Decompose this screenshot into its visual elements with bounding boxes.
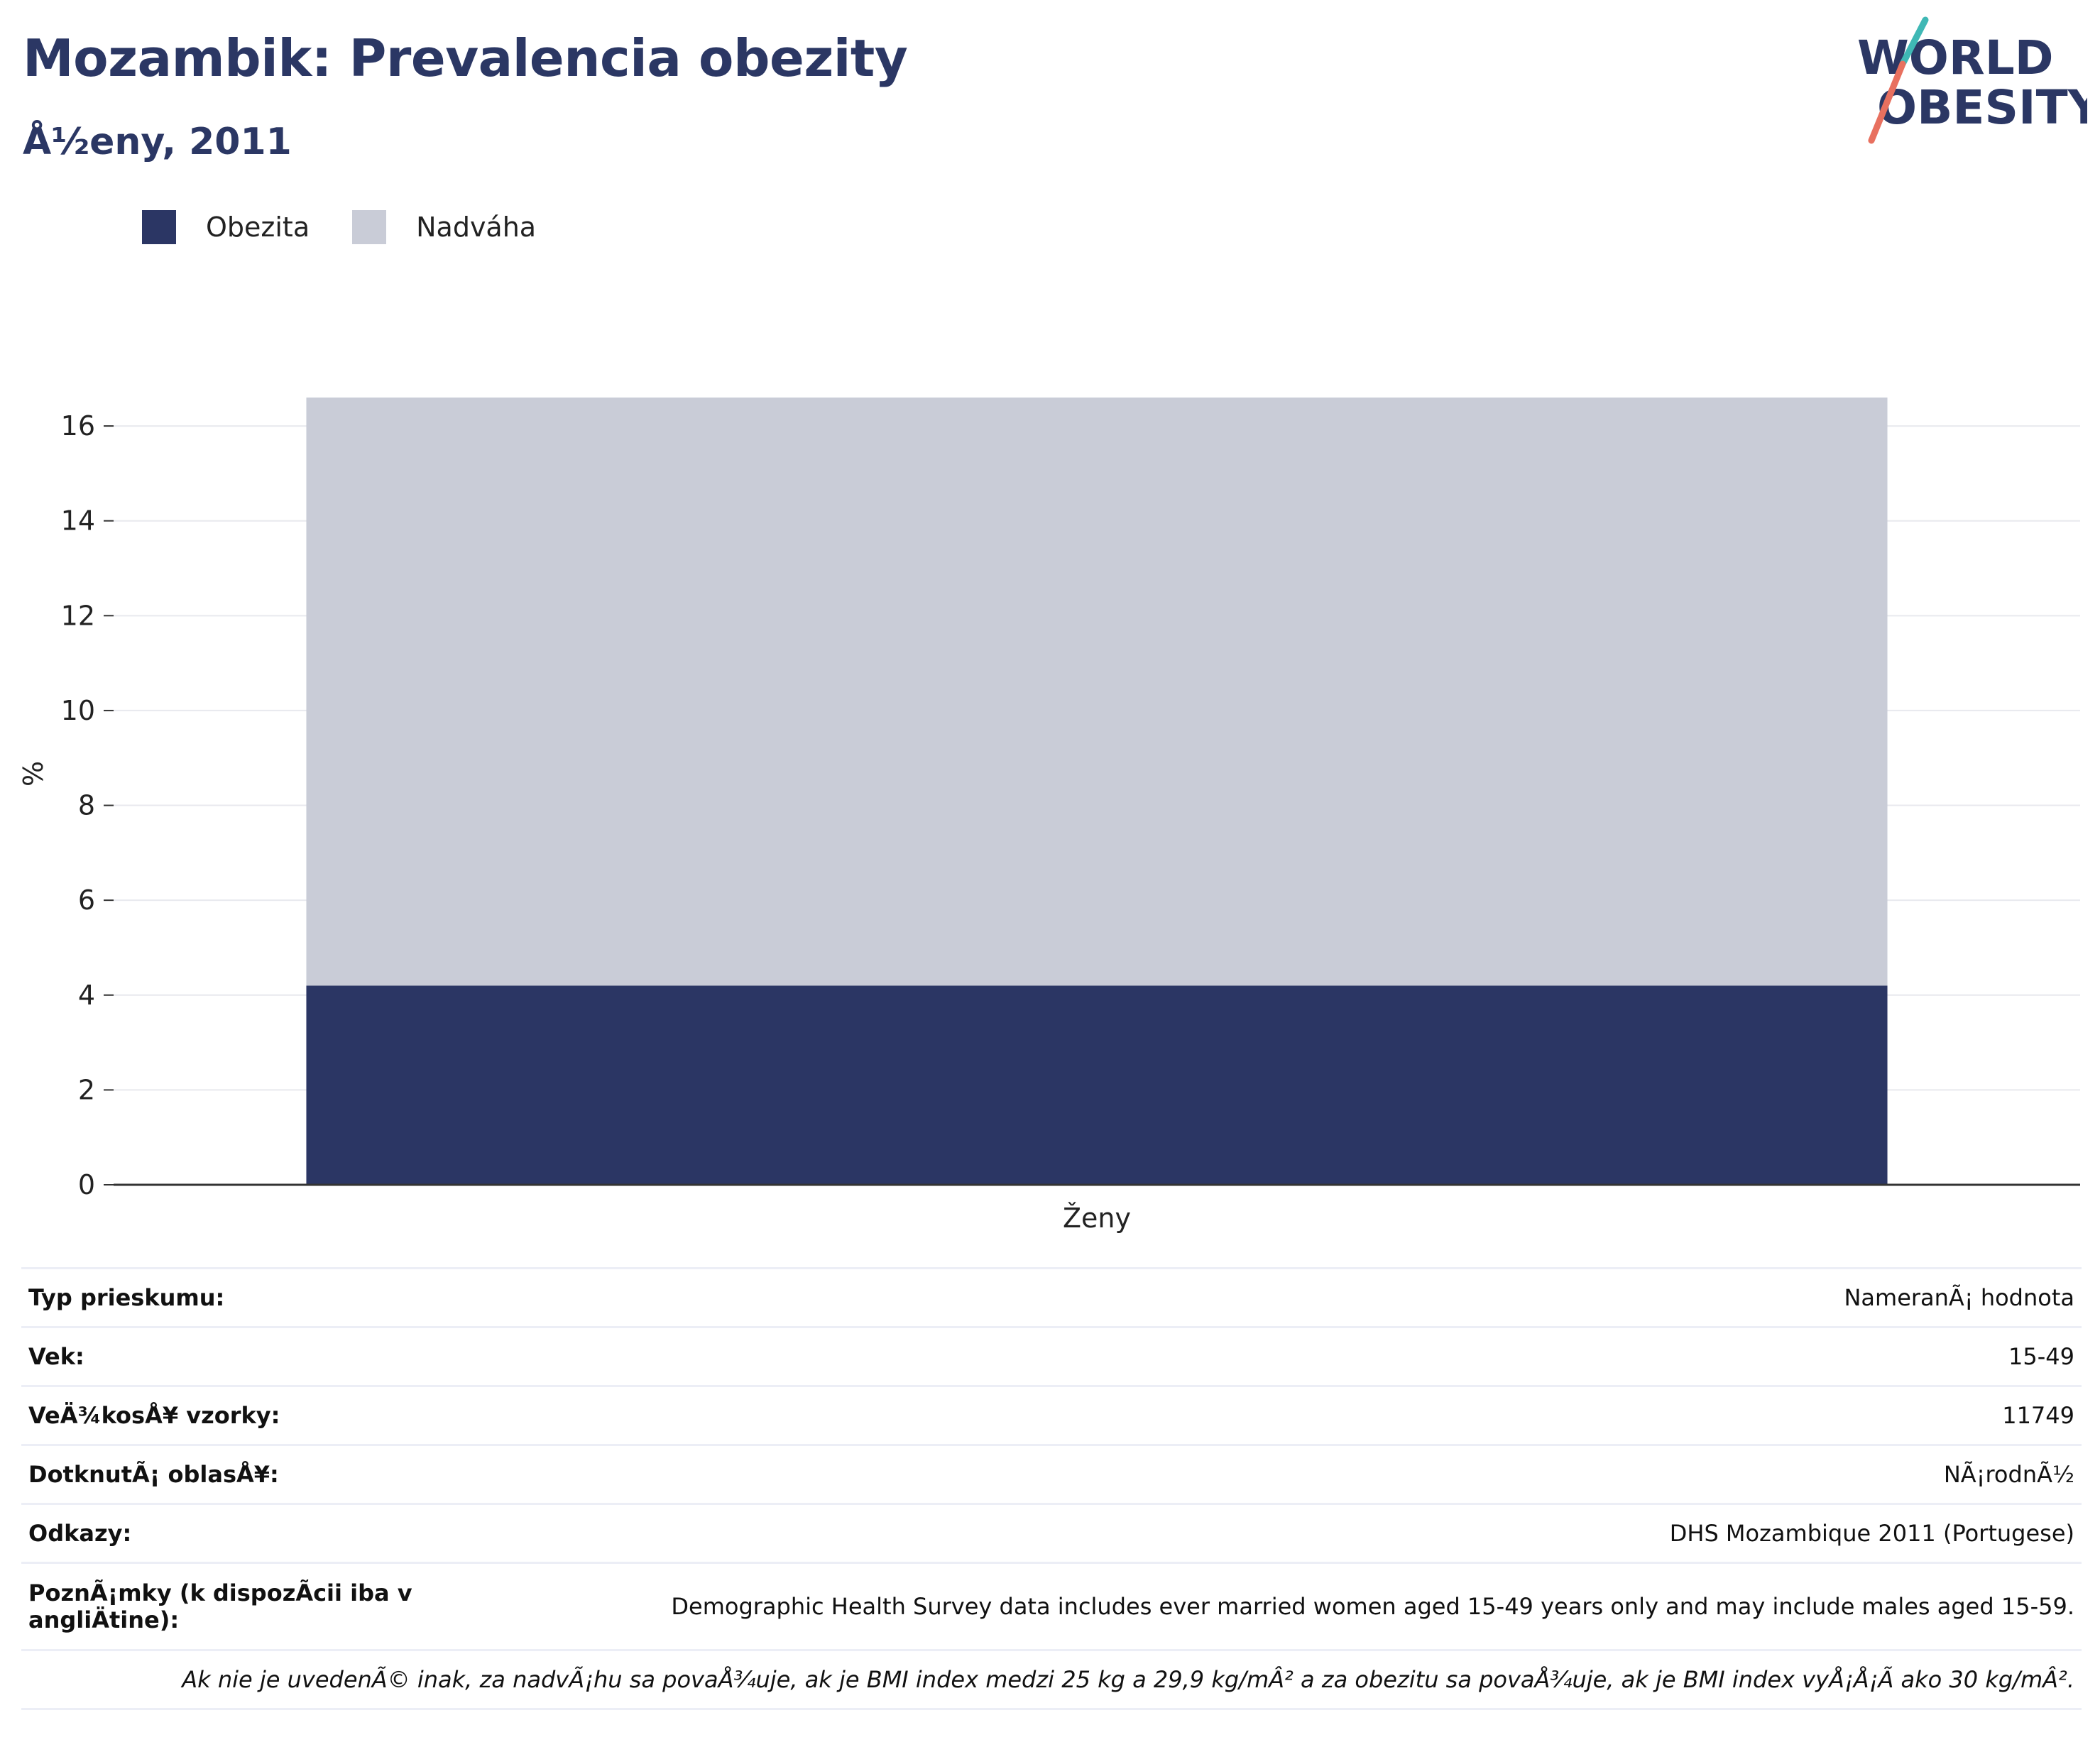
chart-subtitle: Å½eny, 2011 <box>23 121 292 163</box>
info-label: Typ prieskumu: <box>21 1267 575 1327</box>
info-label: Vek: <box>21 1326 575 1386</box>
bars <box>306 398 1888 1185</box>
y-axis-ticks: 0 2 4 6 8 10 12 14 16 <box>61 410 114 1200</box>
chart-title: Mozambik: Prevalencia obezity <box>23 28 908 88</box>
info-value: NÃ¡rodnÃ½ <box>575 1444 2082 1504</box>
chart-legend: Obezita Nadváha <box>142 210 579 244</box>
info-row-age: Vek: 15-49 <box>21 1326 2082 1386</box>
bar-overweight[interactable] <box>306 398 1888 986</box>
y-axis-label: % <box>18 761 49 787</box>
info-label: VeÄ¾kosÅ¥ vzorky: <box>21 1385 575 1445</box>
legend-label-overweight: Nadváha <box>416 212 537 243</box>
info-value: 11749 <box>575 1385 2082 1445</box>
info-table: Typ prieskumu: NameranÃ¡ hodnota Vek: 15… <box>21 1267 2082 1710</box>
info-row-survey-type: Typ prieskumu: NameranÃ¡ hodnota <box>21 1267 2082 1327</box>
y-tick-label: 4 <box>78 980 95 1011</box>
legend-swatch-overweight <box>352 210 387 244</box>
info-value: Demographic Health Survey data includes … <box>575 1562 2082 1650</box>
legend-swatch-obesity <box>142 210 176 244</box>
logo-line2: OBESITY <box>1877 80 2087 135</box>
x-tick-label: Ženy <box>1063 1203 1131 1234</box>
info-row-footnote: Ak nie je uvedenÃ© inak, za nadvÃ¡hu sa … <box>21 1649 2082 1710</box>
y-tick-label: 8 <box>78 790 95 821</box>
info-value: 15-49 <box>575 1326 2082 1386</box>
info-row-references: Odkazy: DHS Mozambique 2011 (Portugese) <box>21 1503 2082 1563</box>
info-label: DotknutÃ¡ oblasÅ¥: <box>21 1444 575 1504</box>
info-row-notes: PoznÃ¡mky (k dispozÃ­cii iba v angliÄtin… <box>21 1562 2082 1650</box>
y-tick-label: 2 <box>78 1074 95 1105</box>
y-tick-label: 12 <box>61 600 95 631</box>
info-value: DHS Mozambique 2011 (Portugese) <box>575 1503 2082 1563</box>
y-tick-label: 0 <box>78 1169 95 1200</box>
legend-item-obesity[interactable]: Obezita <box>142 210 310 244</box>
y-tick-label: 10 <box>61 695 95 726</box>
y-tick-label: 14 <box>61 505 95 537</box>
y-tick-label: 16 <box>61 410 95 442</box>
info-value: NameranÃ¡ hodnota <box>575 1267 2082 1327</box>
info-label: Odkazy: <box>21 1503 575 1563</box>
bar-obesity[interactable] <box>306 985 1888 1185</box>
world-obesity-logo: WORLD OBESITY <box>1857 16 2087 144</box>
legend-label-obesity: Obezita <box>206 212 310 243</box>
y-tick-label: 6 <box>78 885 95 916</box>
info-row-area: DotknutÃ¡ oblasÅ¥: NÃ¡rodnÃ½ <box>21 1444 2082 1504</box>
bar-chart: 0 2 4 6 8 10 12 14 16 % Ženy <box>18 398 2080 1234</box>
footnote: Ak nie je uvedenÃ© inak, za nadvÃ¡hu sa … <box>21 1649 2082 1710</box>
info-label: PoznÃ¡mky (k dispozÃ­cii iba v angliÄtin… <box>21 1562 575 1650</box>
legend-item-overweight[interactable]: Nadváha <box>352 210 536 244</box>
logo-line1: WORLD <box>1857 31 2054 85</box>
info-row-sample-size: VeÄ¾kosÅ¥ vzorky: 11749 <box>21 1385 2082 1445</box>
